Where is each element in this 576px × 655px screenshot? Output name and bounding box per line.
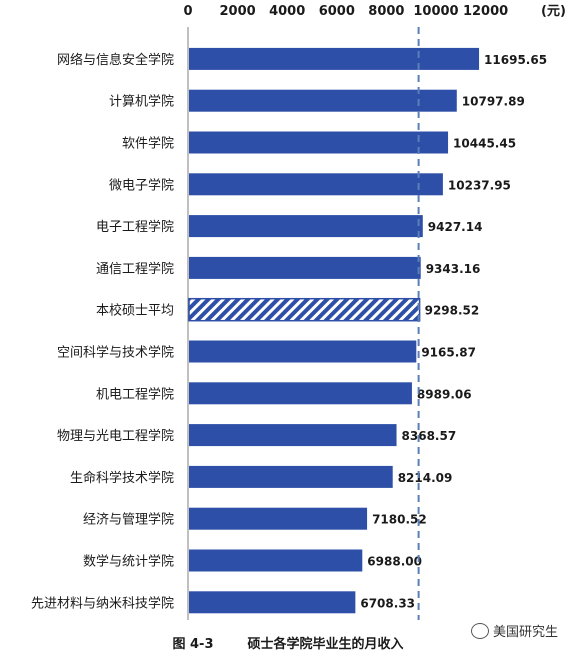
- axis-unit-label: (元): [541, 4, 566, 19]
- value-label: 8214.09: [398, 471, 453, 485]
- average-bar: [188, 297, 421, 322]
- figure-title: 硕士各学院毕业生的月收入: [247, 637, 404, 652]
- value-label: 11695.65: [484, 53, 547, 67]
- bar: [189, 256, 421, 279]
- bar: [189, 131, 449, 154]
- watermark: 美国研究生: [470, 621, 558, 640]
- value-label: 10237.95: [448, 178, 511, 192]
- bar: [189, 173, 443, 196]
- value-label: 9165.87: [421, 346, 476, 360]
- category-label: 数学与统计学院: [83, 554, 174, 570]
- x-tick-label: 4000: [269, 4, 305, 19]
- category-label: 空间科学与技术学院: [57, 345, 174, 361]
- value-label: 8368.57: [402, 429, 457, 443]
- bar: [189, 465, 393, 488]
- value-label: 6988.00: [367, 555, 422, 569]
- bar: [189, 215, 423, 238]
- value-label: 9298.52: [425, 304, 480, 318]
- category-label: 网络与信息安全学院: [57, 52, 174, 68]
- figure-caption: 图 4-3 硕士各学院毕业生的月收入: [0, 633, 576, 652]
- category-label: 机电工程学院: [96, 386, 174, 402]
- x-tick-label: 8000: [368, 4, 404, 19]
- bar: [189, 340, 417, 363]
- bar: [189, 549, 363, 572]
- category-label: 计算机学院: [109, 94, 174, 110]
- value-label: 9427.14: [428, 220, 483, 234]
- bar: [189, 591, 356, 614]
- x-tick-label: 0: [183, 4, 192, 19]
- category-label: 经济与管理学院: [83, 512, 174, 528]
- bar: [189, 47, 480, 70]
- x-tick-label: 10000: [413, 4, 458, 19]
- category-label: 本校硕士平均: [96, 303, 174, 319]
- category-label: 通信工程学院: [96, 261, 174, 277]
- wechat-icon: [470, 622, 489, 639]
- bar-chart: 0 2000 4000 6000 8000 10000 12000 (元) 网络与信息安全学院…: [31, 4, 566, 620]
- category-label: 先进材料与纳米科技学院: [31, 595, 174, 611]
- figure-number: 图 4-3: [172, 637, 214, 652]
- watermark-text: 美国研究生: [492, 625, 558, 640]
- x-tick-label: 12000: [463, 4, 508, 19]
- value-label: 10445.45: [453, 137, 516, 151]
- value-label: 10797.89: [462, 95, 525, 109]
- value-label: 6708.33: [360, 596, 415, 610]
- value-label: 8989.06: [417, 387, 472, 401]
- bar: [189, 89, 457, 112]
- bar: [189, 382, 412, 405]
- x-tick-label: 6000: [319, 4, 355, 19]
- category-label: 物理与光电工程学院: [57, 428, 174, 444]
- category-label: 微电子学院: [109, 177, 174, 193]
- value-label: 9343.16: [426, 262, 481, 276]
- x-tick-label: 2000: [220, 4, 256, 19]
- value-label: 7180.52: [372, 513, 427, 527]
- bar: [189, 424, 397, 447]
- bar: [189, 507, 368, 530]
- category-label: 电子工程学院: [96, 219, 174, 235]
- category-label: 软件学院: [122, 136, 174, 152]
- category-label: 生命科学技术学院: [70, 470, 174, 486]
